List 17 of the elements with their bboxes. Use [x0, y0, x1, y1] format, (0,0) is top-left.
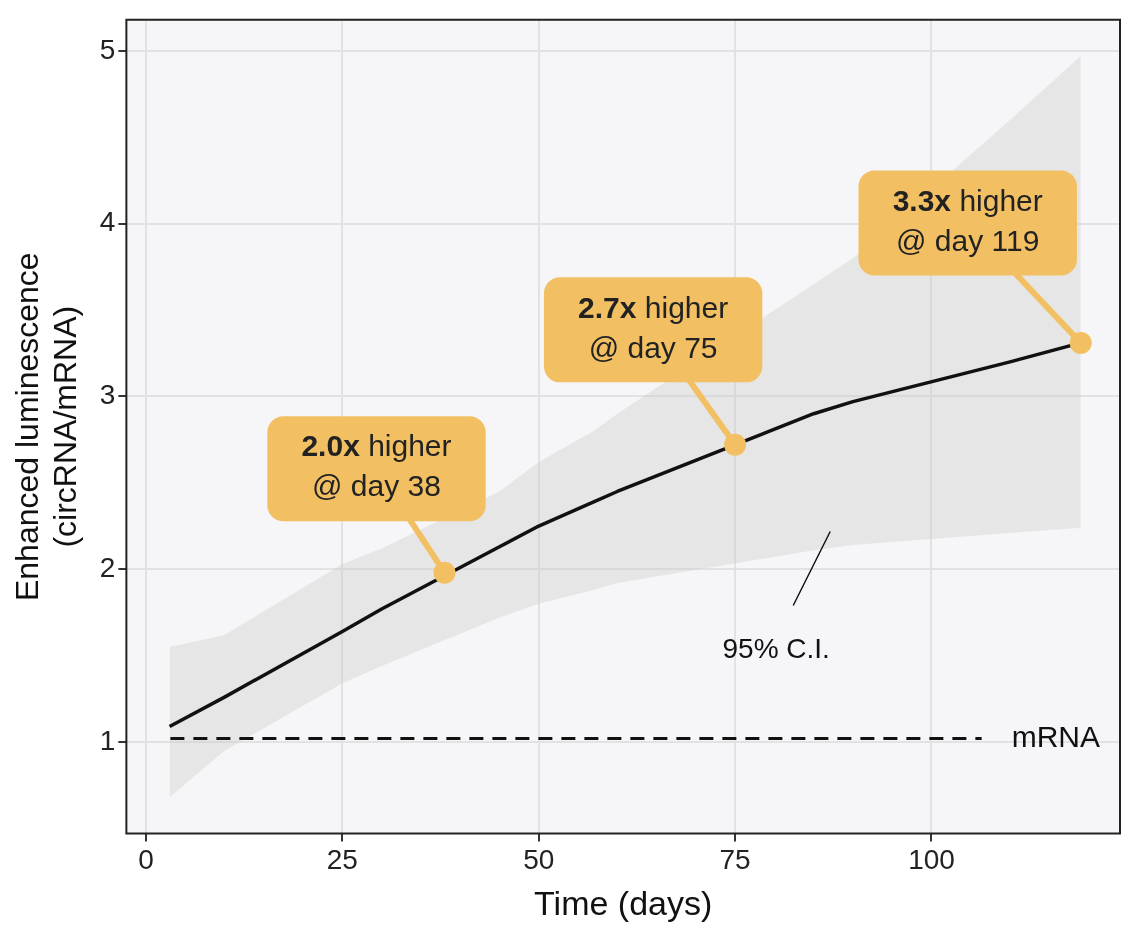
y-tick-label: 5: [99, 33, 116, 65]
y-tick-label: 4: [99, 206, 116, 238]
annotation: 2.0x higher @ day 38: [301, 429, 452, 503]
y-tick-label: 1: [99, 724, 116, 756]
annotation: 95% C.I.: [722, 633, 830, 665]
x-tick-label: 50: [523, 844, 555, 876]
annotation: 3.3x higher @ day 119: [892, 183, 1043, 257]
x-tick-label: 75: [719, 844, 751, 876]
x-tick-label: 25: [326, 844, 358, 876]
y-tick-label: 2: [99, 551, 116, 583]
x-axis-title: Time (days): [534, 883, 713, 922]
y-tick-label: 3: [99, 379, 116, 411]
x-tick-label: 100: [908, 844, 955, 876]
x-tick-label: 0: [138, 844, 154, 876]
y-axis-title: Enhanced luminescence (circRNA/mRNA): [9, 252, 84, 602]
annotation: 2.7x higher @ day 75: [578, 290, 729, 364]
ref-line-label: mRNA: [1011, 719, 1101, 753]
